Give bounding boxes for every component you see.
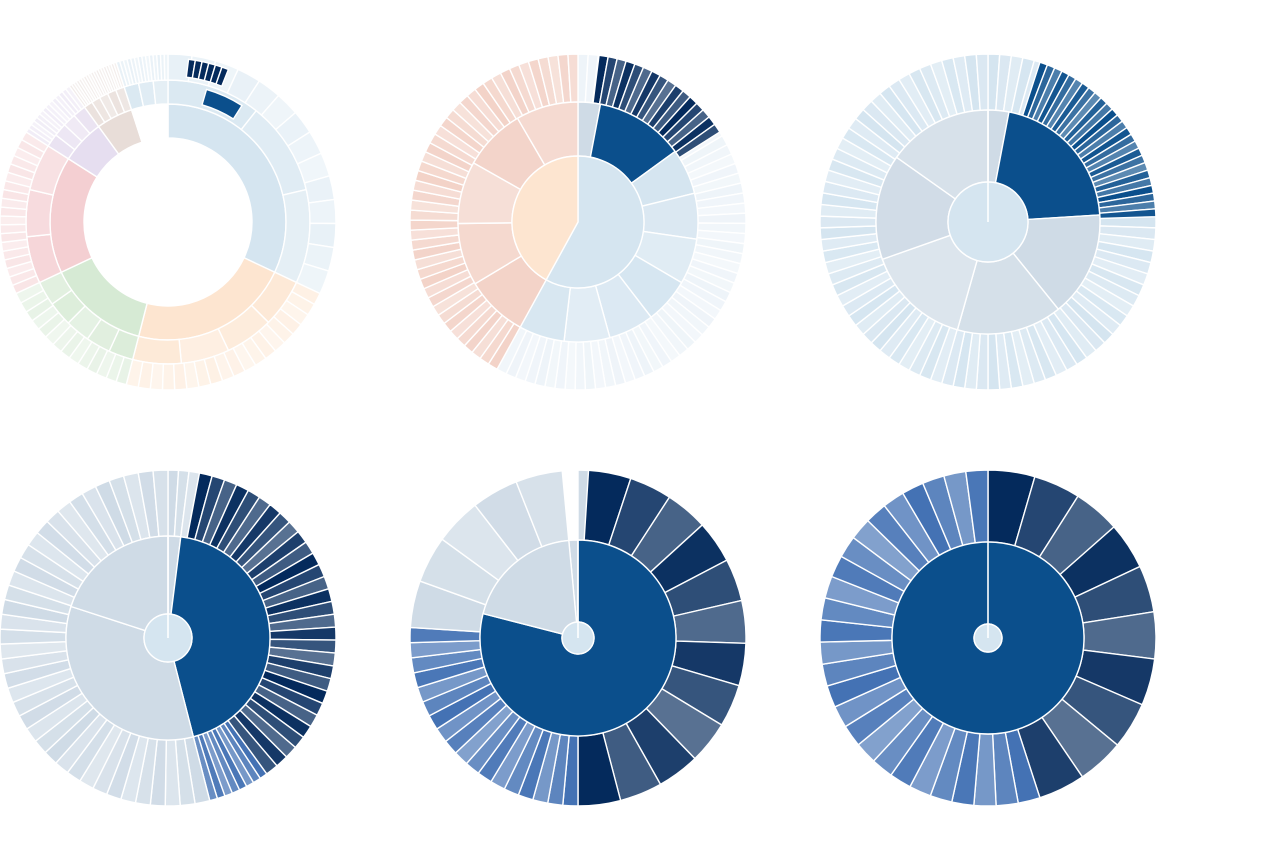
sunburst-segment	[161, 363, 176, 391]
sunburst-segment	[574, 341, 587, 391]
sunburst-segment	[25, 188, 54, 238]
sunburst-segment	[409, 219, 459, 231]
sunburst-segment	[307, 198, 337, 225]
sunburst-segment	[545, 155, 645, 289]
sunburst-chart-3	[819, 53, 1157, 391]
sunburst-segment	[131, 335, 183, 365]
sunburst-highlight	[201, 88, 243, 120]
sunburst-segment	[0, 223, 28, 235]
sunburst-segment	[163, 53, 169, 81]
sunburst-chart-6	[819, 469, 1157, 807]
sunburst-segment	[511, 155, 579, 281]
sunburst-chart-1	[0, 53, 337, 391]
sunburst-chart-2	[409, 53, 747, 391]
sunburst-chart-4	[0, 469, 337, 807]
sunburst-chart-5	[409, 469, 747, 807]
sunburst-segment	[172, 362, 188, 391]
sunburst-segment	[152, 79, 169, 106]
sunburst-segment	[697, 212, 747, 225]
sunburst-highlight	[215, 66, 230, 88]
